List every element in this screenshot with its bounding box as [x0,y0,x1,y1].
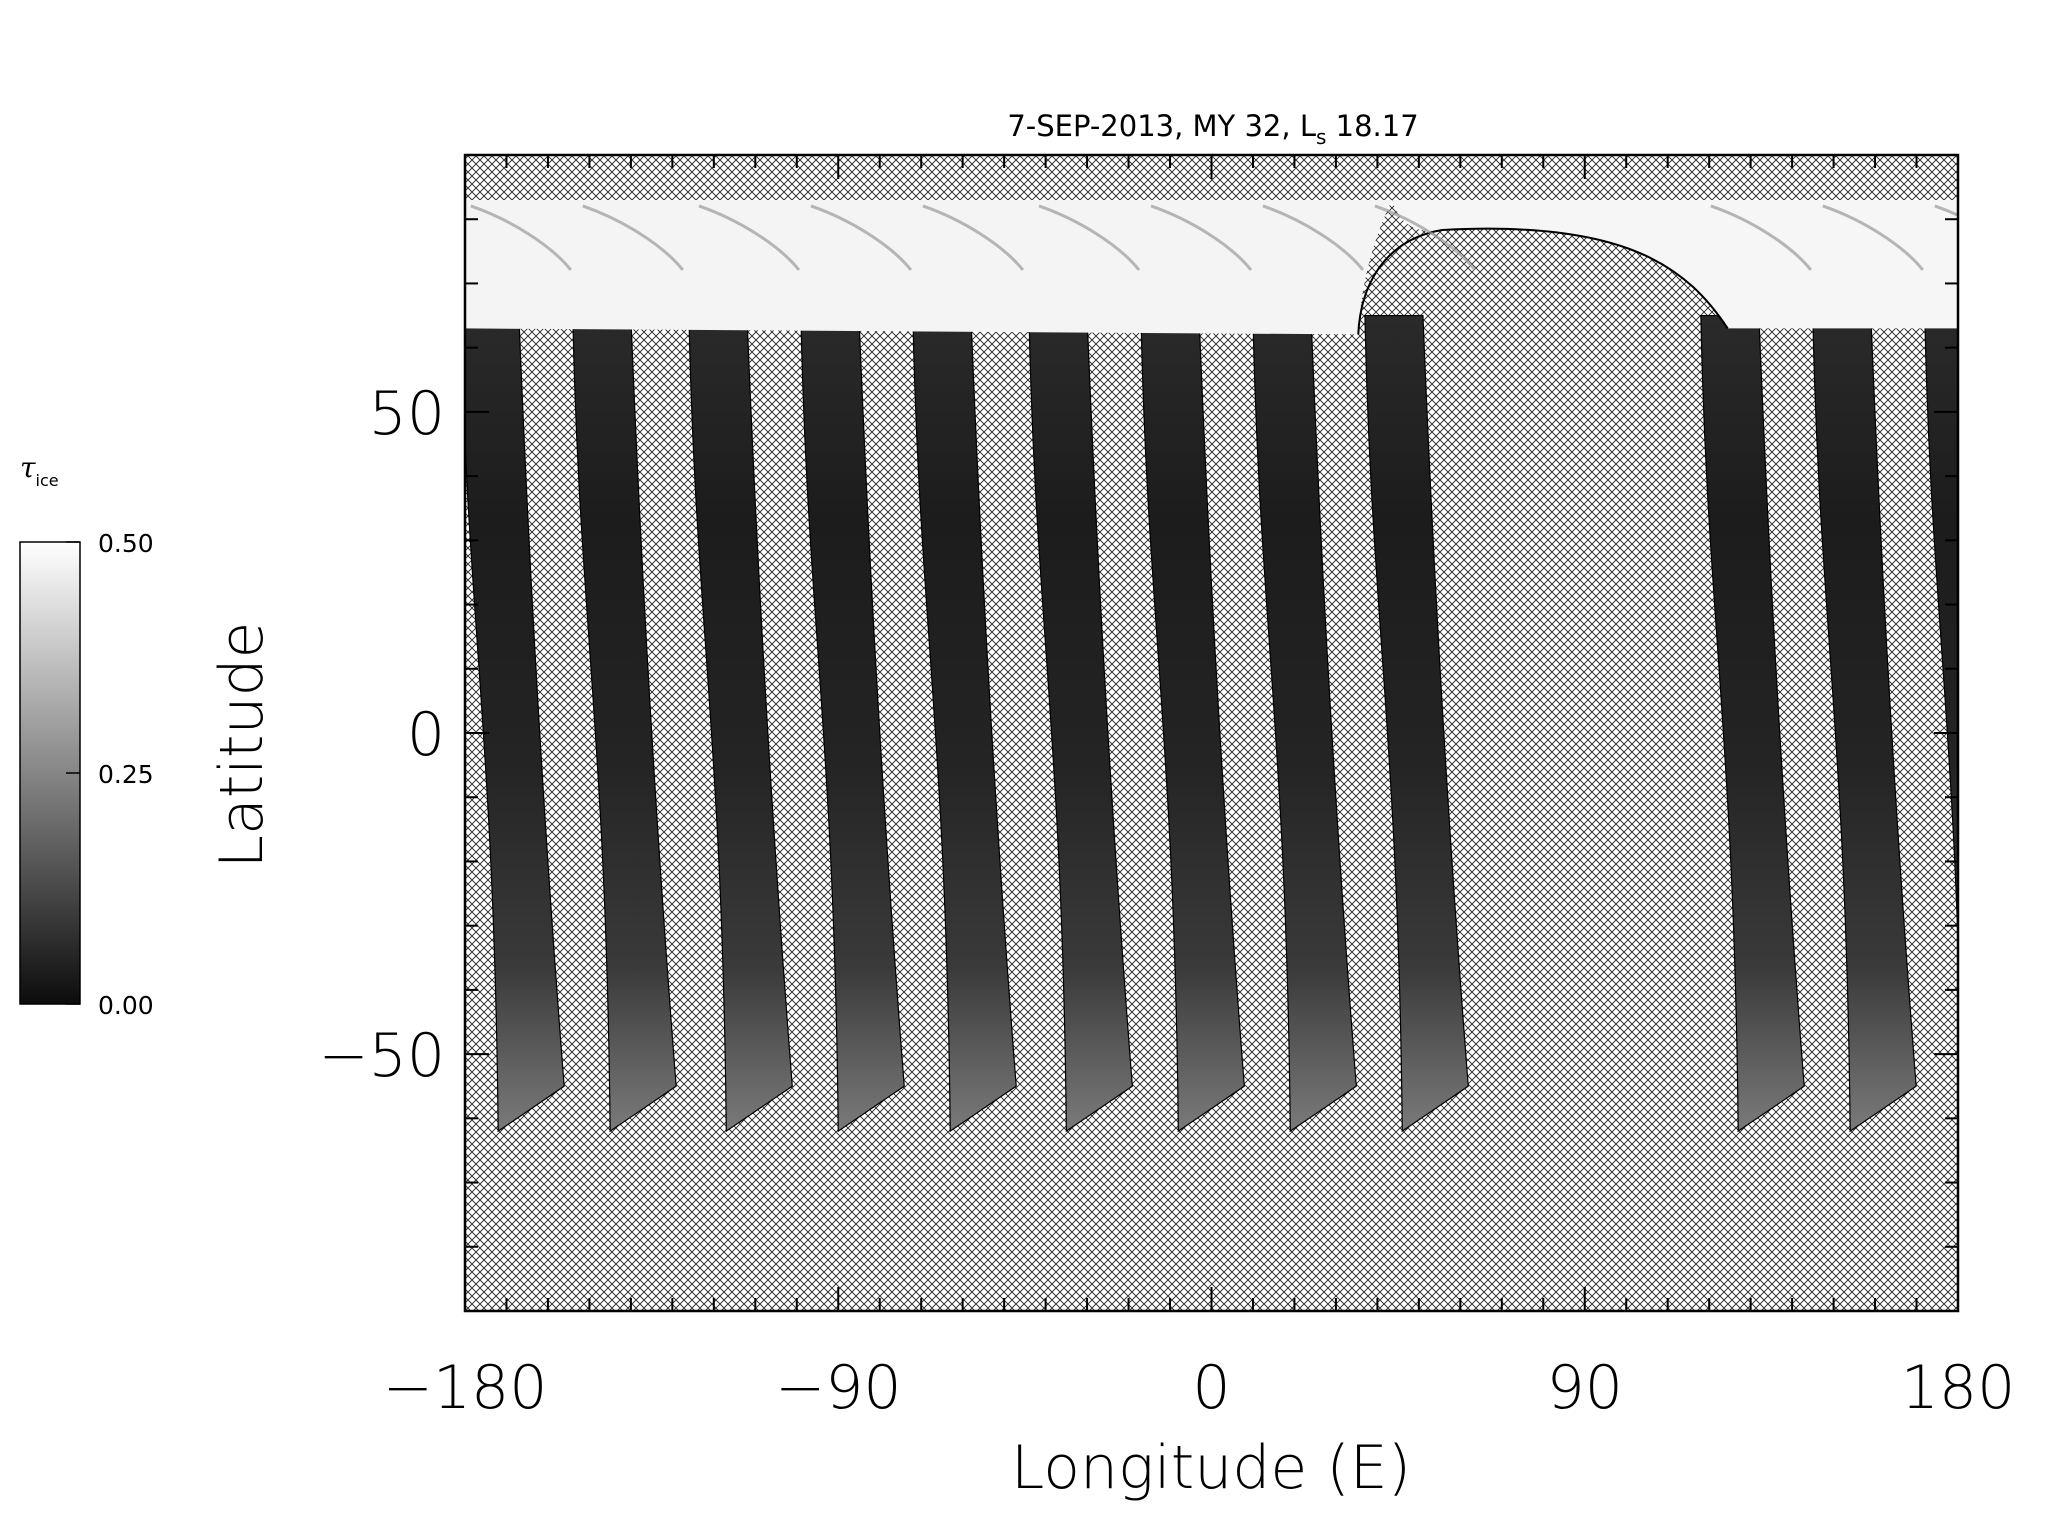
cap-streak [698,204,801,271]
observation-swath [1364,314,1469,1133]
y-tick-label: 50 [369,379,445,449]
colorbar: τice 0.50 0.25 0.00 [19,451,154,1020]
observation-swath [1812,314,1917,1133]
title-subscript: s [1316,125,1326,149]
title-prefix: 7-SEP-2013, MY 32, L [1007,109,1316,143]
polar-cap-layer [465,199,1958,335]
chart-title: 7-SEP-2013, MY 32, Ls 18.17 [1007,109,1418,149]
tick-marks [464,154,1959,1312]
cap-streak [1038,204,1141,271]
colorbar-tick-label-high: 0.50 [98,529,154,558]
cap-streak [1374,204,1477,271]
observation-swath [465,314,565,1133]
plot-area [465,155,1958,1311]
observation-swath [1252,314,1357,1133]
cap-streak [810,204,913,271]
x-tick-label: 180 [1901,1353,2016,1423]
x-tick-label: 0 [1192,1353,1230,1423]
x-tick-label: −180 [383,1353,548,1423]
x-tick-label: −90 [775,1353,902,1423]
cap-streak [1710,204,1813,271]
observation-swath [800,314,905,1133]
colorbar-tick-label-mid: 0.25 [98,760,154,789]
cap-streak [1150,204,1253,271]
colorbar-label-subscript: ice [36,471,59,490]
colorbar-tick-label-low: 0.00 [98,991,154,1020]
y-tick-label: −50 [318,1021,445,1091]
cap-streak [1822,204,1925,271]
polar-cap-west [465,199,1393,335]
title-value: 18.17 [1326,109,1418,143]
observation-swath [1140,314,1245,1133]
observation-swath [912,314,1017,1133]
x-tick-label: 90 [1547,1353,1623,1423]
swath-layer [465,314,1958,1133]
y-tick-label: 0 [407,700,445,770]
observation-swath [1924,314,1958,960]
colorbar-label-symbol: τ [20,451,36,484]
data-gap-boundary [1357,227,1729,335]
observation-swath [572,314,677,1133]
cap-streak [582,204,684,271]
y-axis-title: Latitude [207,622,277,869]
observation-swath [688,314,793,1133]
observation-swath [1700,314,1805,1133]
colorbar-label: τice [20,451,59,490]
cap-streak [470,204,573,271]
cap-streak [1934,204,1958,217]
x-axis-title: Longitude (E) [1011,1433,1411,1503]
cap-streak [1262,204,1365,271]
polar-cap-east [1392,199,1958,329]
tick-labels: −180 −90 0 90 180 −50 0 50 [318,379,2015,1423]
observation-swath [1028,314,1133,1133]
cap-streak [922,204,1025,271]
